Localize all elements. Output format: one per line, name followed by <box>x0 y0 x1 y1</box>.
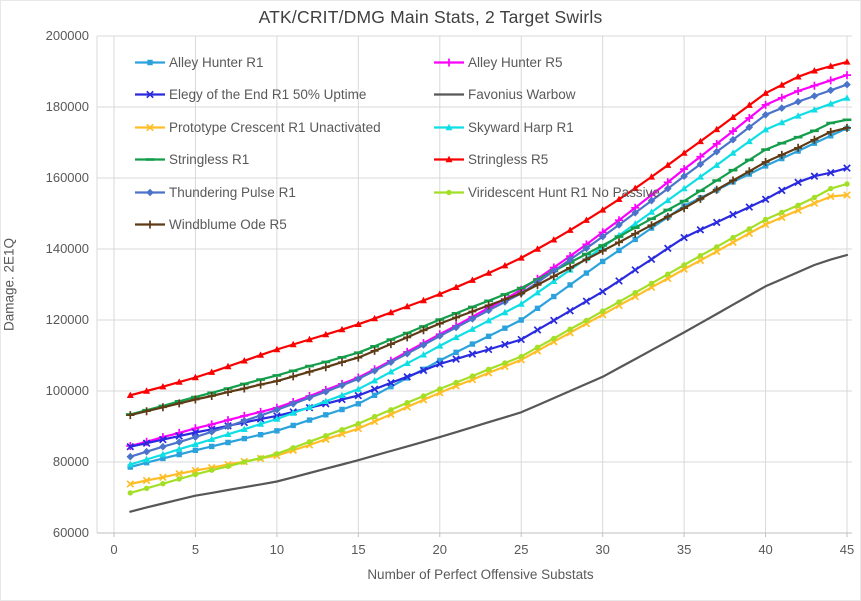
legend-label: Windblume Ode R5 <box>169 217 287 233</box>
legend-swatch-triangle-marker <box>434 123 464 130</box>
legend: Alley Hunter R1 Alley Hunter R5 Elegy of t… <box>135 46 660 241</box>
legend-item: Elegy of the End R1 50% Uptime <box>135 79 434 112</box>
legend-item: Favonius Warbow <box>434 79 660 112</box>
y-tick-label: 180000 <box>45 99 89 114</box>
legend-label: Stringless R1 <box>169 152 250 168</box>
legend-swatch-plus-marker <box>434 58 464 67</box>
legend-label: Alley Hunter R5 <box>468 54 563 70</box>
legend-swatch-x-marker <box>135 123 165 132</box>
legend-swatch-triangle-marker <box>434 156 464 163</box>
legend-label: Stringless R5 <box>468 152 549 168</box>
y-tick-label: 100000 <box>45 383 89 398</box>
legend-item: Alley Hunter R1 <box>135 46 434 79</box>
legend-label: Viridescent Hunt R1 No Passive <box>468 184 660 200</box>
series-line-4 <box>129 253 849 513</box>
y-tick-label: 160000 <box>45 170 89 185</box>
y-tick-label: 120000 <box>45 312 89 327</box>
y-axis-title: Damage. 2E1Q <box>1 237 17 332</box>
legend-item: Windblume Ode R5 <box>135 209 434 242</box>
legend-item: Prototype Crescent R1 Unactivated <box>135 111 434 144</box>
legend-item: Stringless R1 <box>135 144 434 177</box>
x-tick-label: 20 <box>432 542 447 557</box>
legend-label: Alley Hunter R1 <box>169 54 264 70</box>
x-tick-label: 25 <box>513 542 529 557</box>
legend-item: Stringless R5 <box>434 144 660 177</box>
chart-title: ATK/CRIT/DMG Main Stats, 2 Target Swirls <box>258 7 603 27</box>
x-tick-label: 35 <box>676 542 692 557</box>
x-tick-label: 10 <box>269 542 285 557</box>
legend-swatch-none-marker <box>434 93 464 96</box>
y-tick-label: 200000 <box>45 28 89 43</box>
x-tick-label: 0 <box>110 542 118 557</box>
legend-swatch-circle-marker <box>434 189 464 195</box>
legend-item: Skyward Harp R1 <box>434 111 660 144</box>
y-tick-label: 80000 <box>52 454 89 469</box>
legend-swatch-square-marker <box>135 59 165 65</box>
legend-label: Thundering Pulse R1 <box>169 184 296 200</box>
legend-label: Prototype Crescent R1 Unactivated <box>169 119 381 135</box>
x-tick-label: 45 <box>839 542 855 557</box>
legend-swatch-x-marker <box>135 90 165 99</box>
x-tick-label: 15 <box>351 542 366 557</box>
legend-swatch-dash-marker <box>135 158 165 162</box>
legend-item: Alley Hunter R5 <box>434 46 660 79</box>
legend-item: Viridescent Hunt R1 No Passive <box>434 176 660 209</box>
legend-label: Skyward Harp R1 <box>468 119 574 135</box>
legend-item: Thundering Pulse R1 <box>135 176 434 209</box>
legend-swatch-plus-marker <box>135 220 165 229</box>
y-tick-label: 60000 <box>52 525 89 540</box>
legend-label: Favonius Warbow <box>468 87 576 103</box>
x-tick-label: 5 <box>191 542 200 557</box>
legend-swatch-diamond-marker <box>135 188 165 197</box>
y-tick-label: 140000 <box>45 241 89 256</box>
series-markers-11 <box>126 123 851 420</box>
x-tick-label: 30 <box>595 542 610 557</box>
x-axis-title: Number of Perfect Offensive Substats <box>367 567 594 582</box>
legend-label: Elegy of the End R1 50% Uptime <box>169 87 367 103</box>
x-tick-label: 40 <box>758 542 773 557</box>
